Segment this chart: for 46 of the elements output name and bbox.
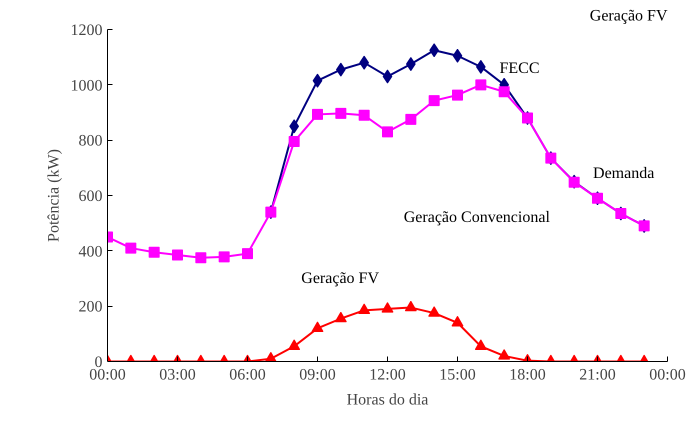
annotation: Geração Convencional bbox=[404, 209, 550, 226]
y-tick-label: 600 bbox=[78, 188, 102, 205]
point bbox=[288, 136, 300, 148]
point bbox=[405, 114, 416, 125]
x-tick-label: 03:00 bbox=[159, 366, 196, 384]
point bbox=[334, 312, 347, 322]
x-tick-label: 00:00 bbox=[89, 366, 126, 384]
point bbox=[474, 339, 487, 350]
point bbox=[218, 251, 230, 262]
point bbox=[498, 86, 510, 98]
y-tick-label: 400 bbox=[78, 243, 102, 260]
y-tick-label: 1200 bbox=[70, 22, 102, 39]
annotation: FECC bbox=[500, 60, 540, 77]
point bbox=[475, 79, 486, 90]
point bbox=[172, 249, 183, 260]
y-tick-label: 800 bbox=[78, 132, 102, 150]
point bbox=[428, 95, 440, 106]
point bbox=[382, 126, 393, 138]
x-axis-title: Horas do dia bbox=[346, 392, 428, 408]
annotation: Demanda bbox=[593, 164, 654, 182]
point bbox=[428, 306, 440, 317]
point bbox=[312, 321, 324, 332]
y-axis-title: Potência (kW) bbox=[46, 149, 62, 242]
text: Geração FV bbox=[590, 8, 668, 24]
y-tick-label: 200 bbox=[78, 298, 102, 316]
point bbox=[404, 300, 417, 312]
point bbox=[288, 339, 300, 350]
point bbox=[452, 316, 464, 326]
point bbox=[148, 246, 160, 258]
point bbox=[358, 110, 370, 121]
point bbox=[335, 108, 346, 119]
annotation: Geração FV bbox=[301, 270, 380, 287]
x-tick-label: 09:00 bbox=[299, 366, 336, 384]
x-tick-label: 21:00 bbox=[579, 366, 616, 384]
x-tick-label: 12:00 bbox=[369, 366, 406, 384]
point bbox=[498, 349, 510, 360]
point bbox=[195, 252, 206, 264]
point bbox=[312, 108, 323, 120]
x-tick-label: 18:00 bbox=[509, 366, 546, 384]
x-tick-label: 15:00 bbox=[439, 366, 476, 384]
x-tick-label: 06:00 bbox=[229, 366, 266, 384]
y-tick-label: 1000 bbox=[70, 77, 102, 94]
x-tick-label: 00:00 bbox=[649, 366, 686, 384]
point bbox=[452, 90, 463, 101]
point bbox=[358, 303, 370, 314]
point bbox=[382, 302, 394, 313]
